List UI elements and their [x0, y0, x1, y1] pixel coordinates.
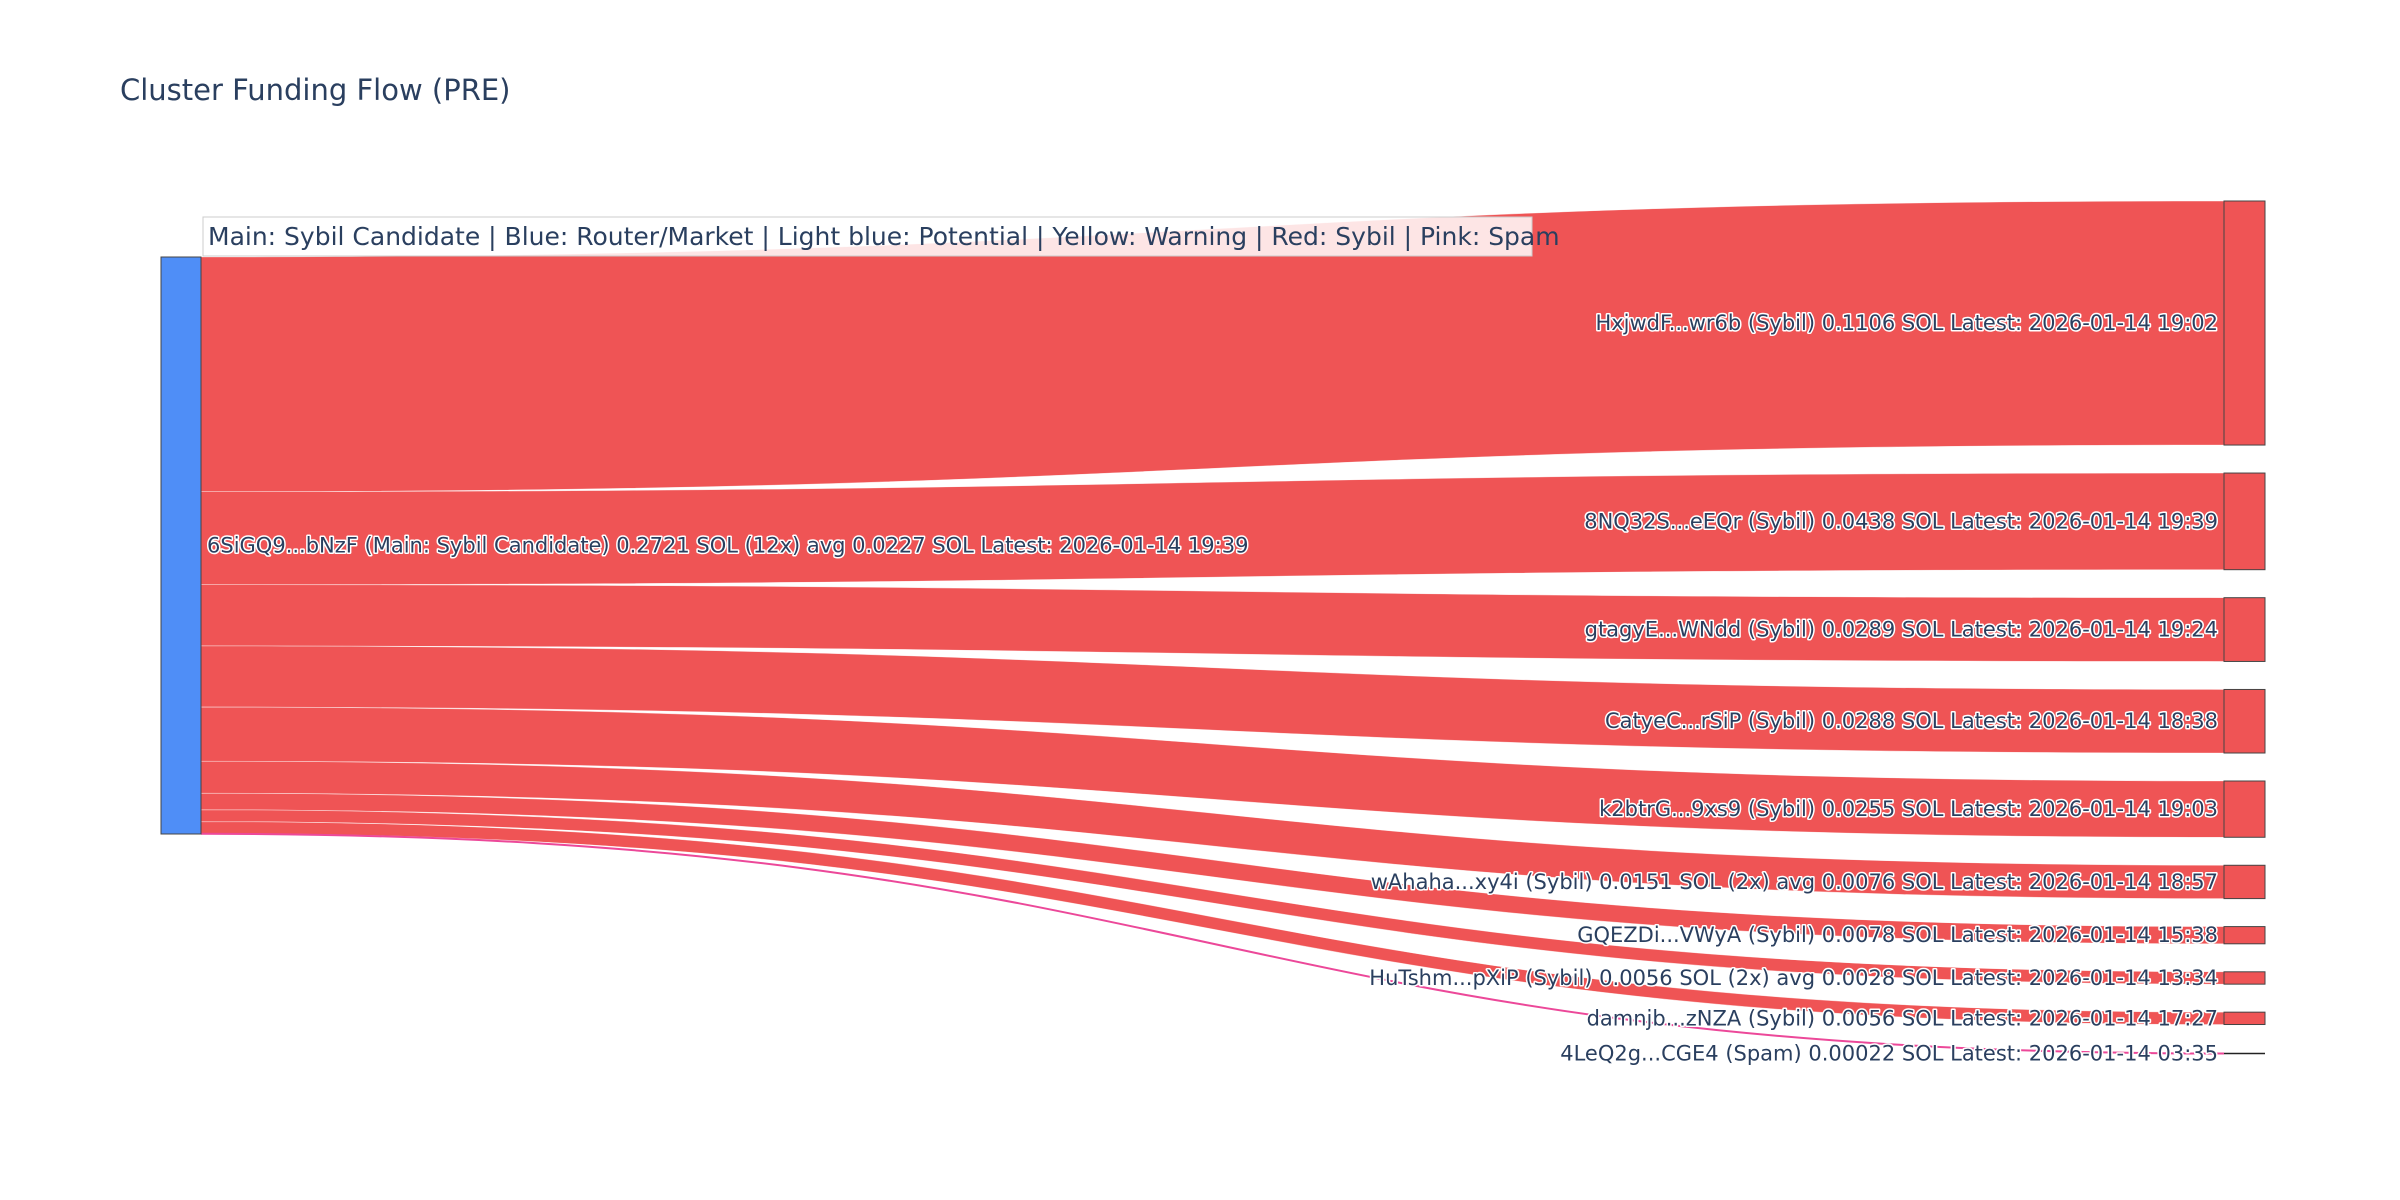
legend-annotation: Main: Sybil Candidate | Blue: Router/Mar…	[202, 216, 1560, 257]
target-node-4	[2223, 780, 2266, 838]
target-node-label-4: k2btrG...9xs9 (Sybil) 0.0255 SOL Latest:…	[1599, 797, 2218, 821]
legend-annotation-text: Main: Sybil Candidate | Blue: Router/Mar…	[208, 222, 1560, 251]
target-node-6	[2223, 926, 2266, 945]
source-node	[160, 256, 202, 835]
target-node-1	[2223, 472, 2266, 571]
legend-annotation-box	[202, 216, 1533, 257]
target-node-label-6: GQEZDi...VWyA (Sybil) 0.0078 SOL Latest:…	[1577, 923, 2218, 947]
target-node-8	[2223, 1011, 2266, 1026]
chart-title: Cluster Funding Flow (PRE)	[120, 73, 510, 107]
target-node-label-1: 8NQ32S...eEQr (Sybil) 0.0438 SOL Latest:…	[1584, 509, 2218, 533]
target-node-3	[2223, 688, 2266, 754]
target-node-label-2: gtagyE...WNdd (Sybil) 0.0289 SOL Latest:…	[1585, 618, 2218, 642]
target-node-2	[2223, 597, 2266, 662]
target-node-label-9: 4LeQ2g...CGE4 (Spam) 0.00022 SOL Latest:…	[1560, 1042, 2218, 1066]
target-node-label-7: HuTshm...pXiP (Sybil) 0.0056 SOL (2x) av…	[1369, 966, 2218, 990]
target-node-0	[2223, 200, 2266, 446]
target-node-7	[2223, 971, 2266, 985]
target-node-label-0: HxjwdF...wr6b (Sybil) 0.1106 SOL Latest:…	[1595, 311, 2218, 335]
target-node-label-8: damnjb...zNZA (Sybil) 0.0056 SOL Latest:…	[1587, 1006, 2218, 1030]
flow-nodes	[160, 200, 2266, 1055]
flow-link-9	[200, 832, 2225, 1055]
node-labels: 6SiGQ9...bNzF (Main: Sybil Candidate) 0.…	[206, 310, 2220, 1067]
target-node-5	[2223, 864, 2266, 900]
target-node-label-5: wAhaha...xy4i (Sybil) 0.0151 SOL (2x) av…	[1371, 870, 2218, 894]
flow-links	[200, 200, 2225, 1055]
target-node-label-3: CatyeC...rSiP (Sybil) 0.0288 SOL Latest:…	[1605, 709, 2218, 733]
source-node-label: 6SiGQ9...bNzF (Main: Sybil Candidate) 0.…	[207, 534, 1248, 558]
